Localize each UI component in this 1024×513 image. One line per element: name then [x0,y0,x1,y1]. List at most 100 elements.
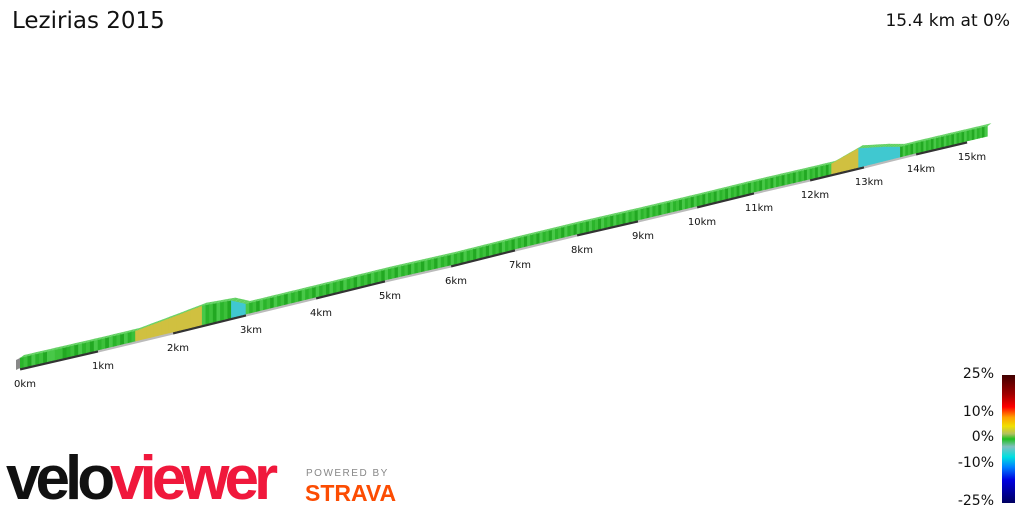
profile-segment [463,250,468,263]
profile-segment [981,126,986,138]
profile-segment [622,212,627,224]
profile-top-segment [213,300,221,304]
profile-top-segment [281,291,289,296]
profile-segment [871,147,875,165]
profile-top-segment [35,350,44,355]
profile-segment [564,225,569,238]
profile-segment [86,341,91,354]
km-base-segment [576,219,639,237]
profile-top-segment [631,207,639,212]
profile-segment [74,344,79,356]
profile-top-segment [658,201,666,206]
profile-segment [576,222,581,235]
profile-top-segment [227,297,236,302]
profile-segment [46,350,52,363]
profile-segment [619,213,624,225]
profile-top-segment [938,134,946,138]
profile-top-segment [561,224,569,228]
profile-top-segment [508,236,516,241]
profile-top-segment [673,197,681,202]
profile-segment [489,244,493,256]
profile-segment [790,172,794,184]
profile-top-segment [979,124,987,128]
route-summary: 15.4 km at 0% [885,11,1010,31]
profile-top-segment [892,143,900,147]
profile-top-segment [956,129,964,134]
profile-segment [105,336,110,349]
profile-segment [414,262,419,274]
profile-top-segment [536,230,544,234]
profile-top-segment [539,229,547,233]
strava-logo[interactable]: STRAVA [305,480,397,506]
profile-top-segment [198,302,207,308]
profile-segment [424,259,429,272]
profile-segment [294,290,299,303]
profile-segment [801,169,805,182]
profile-top-segment [679,196,687,201]
profile-segment [855,147,859,169]
profile-top-segment [437,254,446,258]
profile-top-segment [555,225,563,230]
profile-segment [460,251,465,263]
profile-top-segment [598,215,606,220]
profile-segment [852,149,857,169]
profile-top-segment [521,233,529,238]
profile-top-segment [895,143,902,147]
profile-top-segment [884,143,892,147]
profile-segment [93,339,99,352]
profile-top-segment [804,166,812,171]
profile-top-segment [908,141,915,145]
profile-segment [291,291,296,304]
profile-segment [527,234,531,247]
profile-segment [730,186,735,198]
profile-top-segment [256,297,264,302]
profile-segment [887,146,891,161]
profile-segment [579,222,584,234]
profile-segment [652,205,657,217]
profile-top-segment [502,238,510,243]
km-base-segment [514,233,578,252]
profile-top-segment [916,139,923,143]
profile-top-segment [135,326,144,331]
profile-top-segment [667,199,675,203]
profile-top-segment [933,135,941,139]
profile-top-segment [309,284,317,289]
profile-segment [833,160,838,174]
profile-segment [984,125,988,138]
profile-segment [667,201,671,214]
profile-segment [884,146,888,162]
km-label: 11km [745,203,773,214]
profile-segment [860,147,865,168]
profile-segment [273,295,278,308]
km-label: 15km [958,152,986,163]
veloviewer-logo[interactable]: veloviewer [6,448,278,510]
profile-segment [150,323,155,338]
profile-top-segment [542,228,550,233]
profile-top-segment [853,146,860,152]
profile-segment [374,271,379,283]
profile-top-segment [820,162,828,167]
profile-top-segment [765,175,772,180]
profile-segment [545,230,550,242]
profile-top-segment [928,136,936,140]
profile-segment [127,331,133,344]
profile-segment [447,254,452,267]
profile-segment [588,220,593,232]
profile-segment [897,146,901,158]
profile-top-segment [220,298,229,303]
profile-segment [482,245,487,258]
profile-segment [699,194,704,206]
profile-segment [951,133,955,145]
profile-top-segment [447,252,455,256]
profile-segment [180,312,185,331]
profile-segment [892,146,896,160]
profile-top-segment [842,153,850,158]
profile-top-segment [670,198,678,203]
profile-top-segment [515,235,523,239]
profile-segment [750,181,755,194]
profile-segment [212,302,218,323]
profile-top-segment [874,144,881,148]
profile-segment [792,171,797,184]
profile-top-segment [274,293,282,298]
profile-segment [319,284,324,297]
